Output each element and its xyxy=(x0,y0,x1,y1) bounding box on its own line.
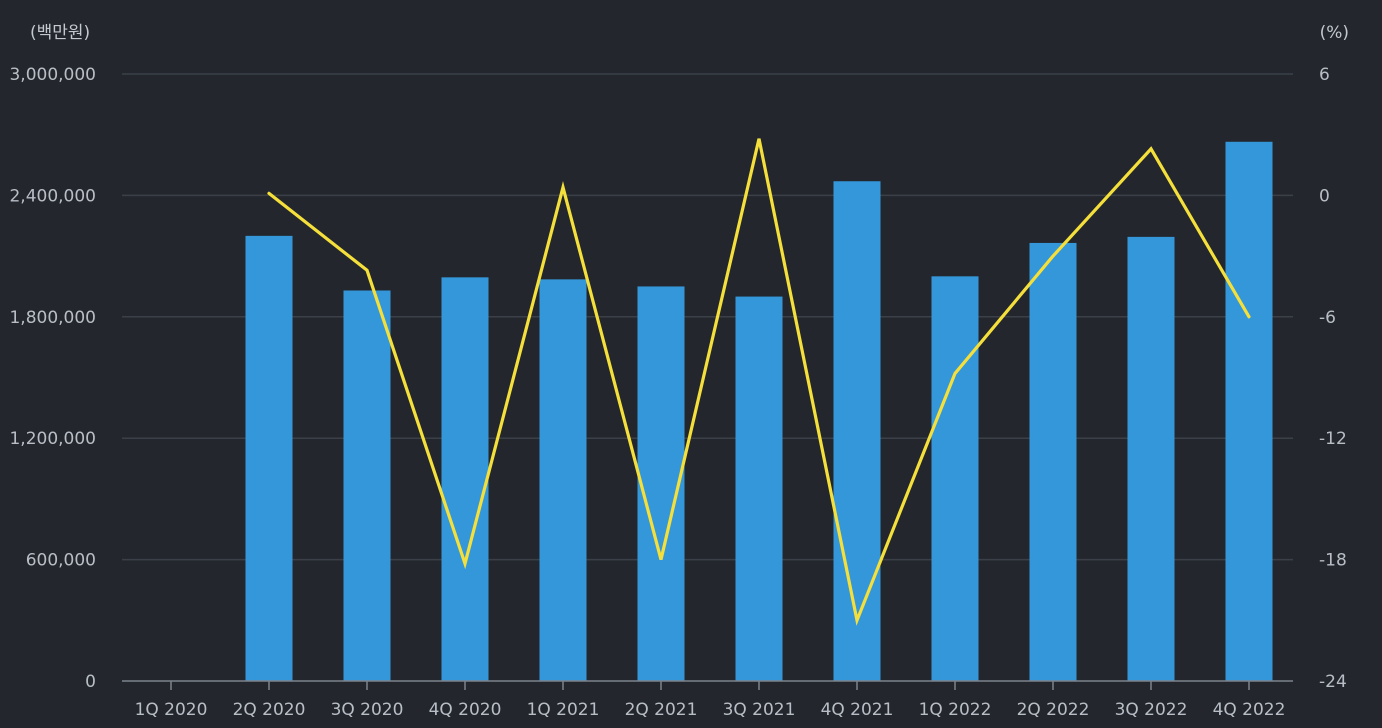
x-tick-label: 4Q 2020 xyxy=(429,700,502,720)
x-tick-label: 4Q 2022 xyxy=(1213,700,1286,720)
bar xyxy=(1225,141,1273,681)
left-tick-label: 2,400,000 xyxy=(9,186,96,206)
x-tick-label: 4Q 2021 xyxy=(821,700,894,720)
right-tick-label: -12 xyxy=(1319,429,1347,449)
left-tick-label: 0 xyxy=(85,672,96,692)
bar xyxy=(441,277,489,681)
right-tick-label: 6 xyxy=(1319,65,1330,85)
bar xyxy=(343,290,391,681)
left-tick-label: 1,200,000 xyxy=(9,429,96,449)
left-tick-label: 600,000 xyxy=(26,551,96,571)
bar-series xyxy=(245,141,1273,681)
gridlines xyxy=(122,73,1293,561)
bar xyxy=(1127,236,1175,681)
x-tick-label: 1Q 2021 xyxy=(527,700,600,720)
line-series xyxy=(267,138,1251,626)
x-tick-label: 2Q 2021 xyxy=(625,700,698,720)
x-tick-label: 3Q 2020 xyxy=(331,700,404,720)
left-tick-label: 3,000,000 xyxy=(9,65,96,85)
bar xyxy=(1029,242,1077,681)
bar xyxy=(833,181,881,681)
x-tick-label: 3Q 2022 xyxy=(1115,700,1188,720)
bar xyxy=(637,286,685,681)
right-axis-unit: (%) xyxy=(1320,23,1349,43)
right-tick-label: -18 xyxy=(1319,551,1347,571)
x-tick-label: 2Q 2020 xyxy=(233,700,306,720)
axes: 0 600,000 1,200,000 1,800,000 2,400,000 3,000… xyxy=(9,65,1346,720)
bar xyxy=(735,296,783,681)
bar xyxy=(245,235,293,681)
bar xyxy=(539,279,587,681)
x-tick-label: 1Q 2020 xyxy=(135,700,208,720)
left-axis-unit: (백만원) xyxy=(30,23,90,43)
x-tick-label: 1Q 2022 xyxy=(919,700,992,720)
right-tick-label: 0 xyxy=(1319,186,1330,206)
right-tick-label: -6 xyxy=(1319,308,1336,328)
x-tick-label: 3Q 2021 xyxy=(723,700,796,720)
bar xyxy=(931,276,979,681)
x-tick-label: 2Q 2022 xyxy=(1017,700,1090,720)
left-tick-label: 1,800,000 xyxy=(9,308,96,328)
right-tick-label: -24 xyxy=(1319,672,1347,692)
